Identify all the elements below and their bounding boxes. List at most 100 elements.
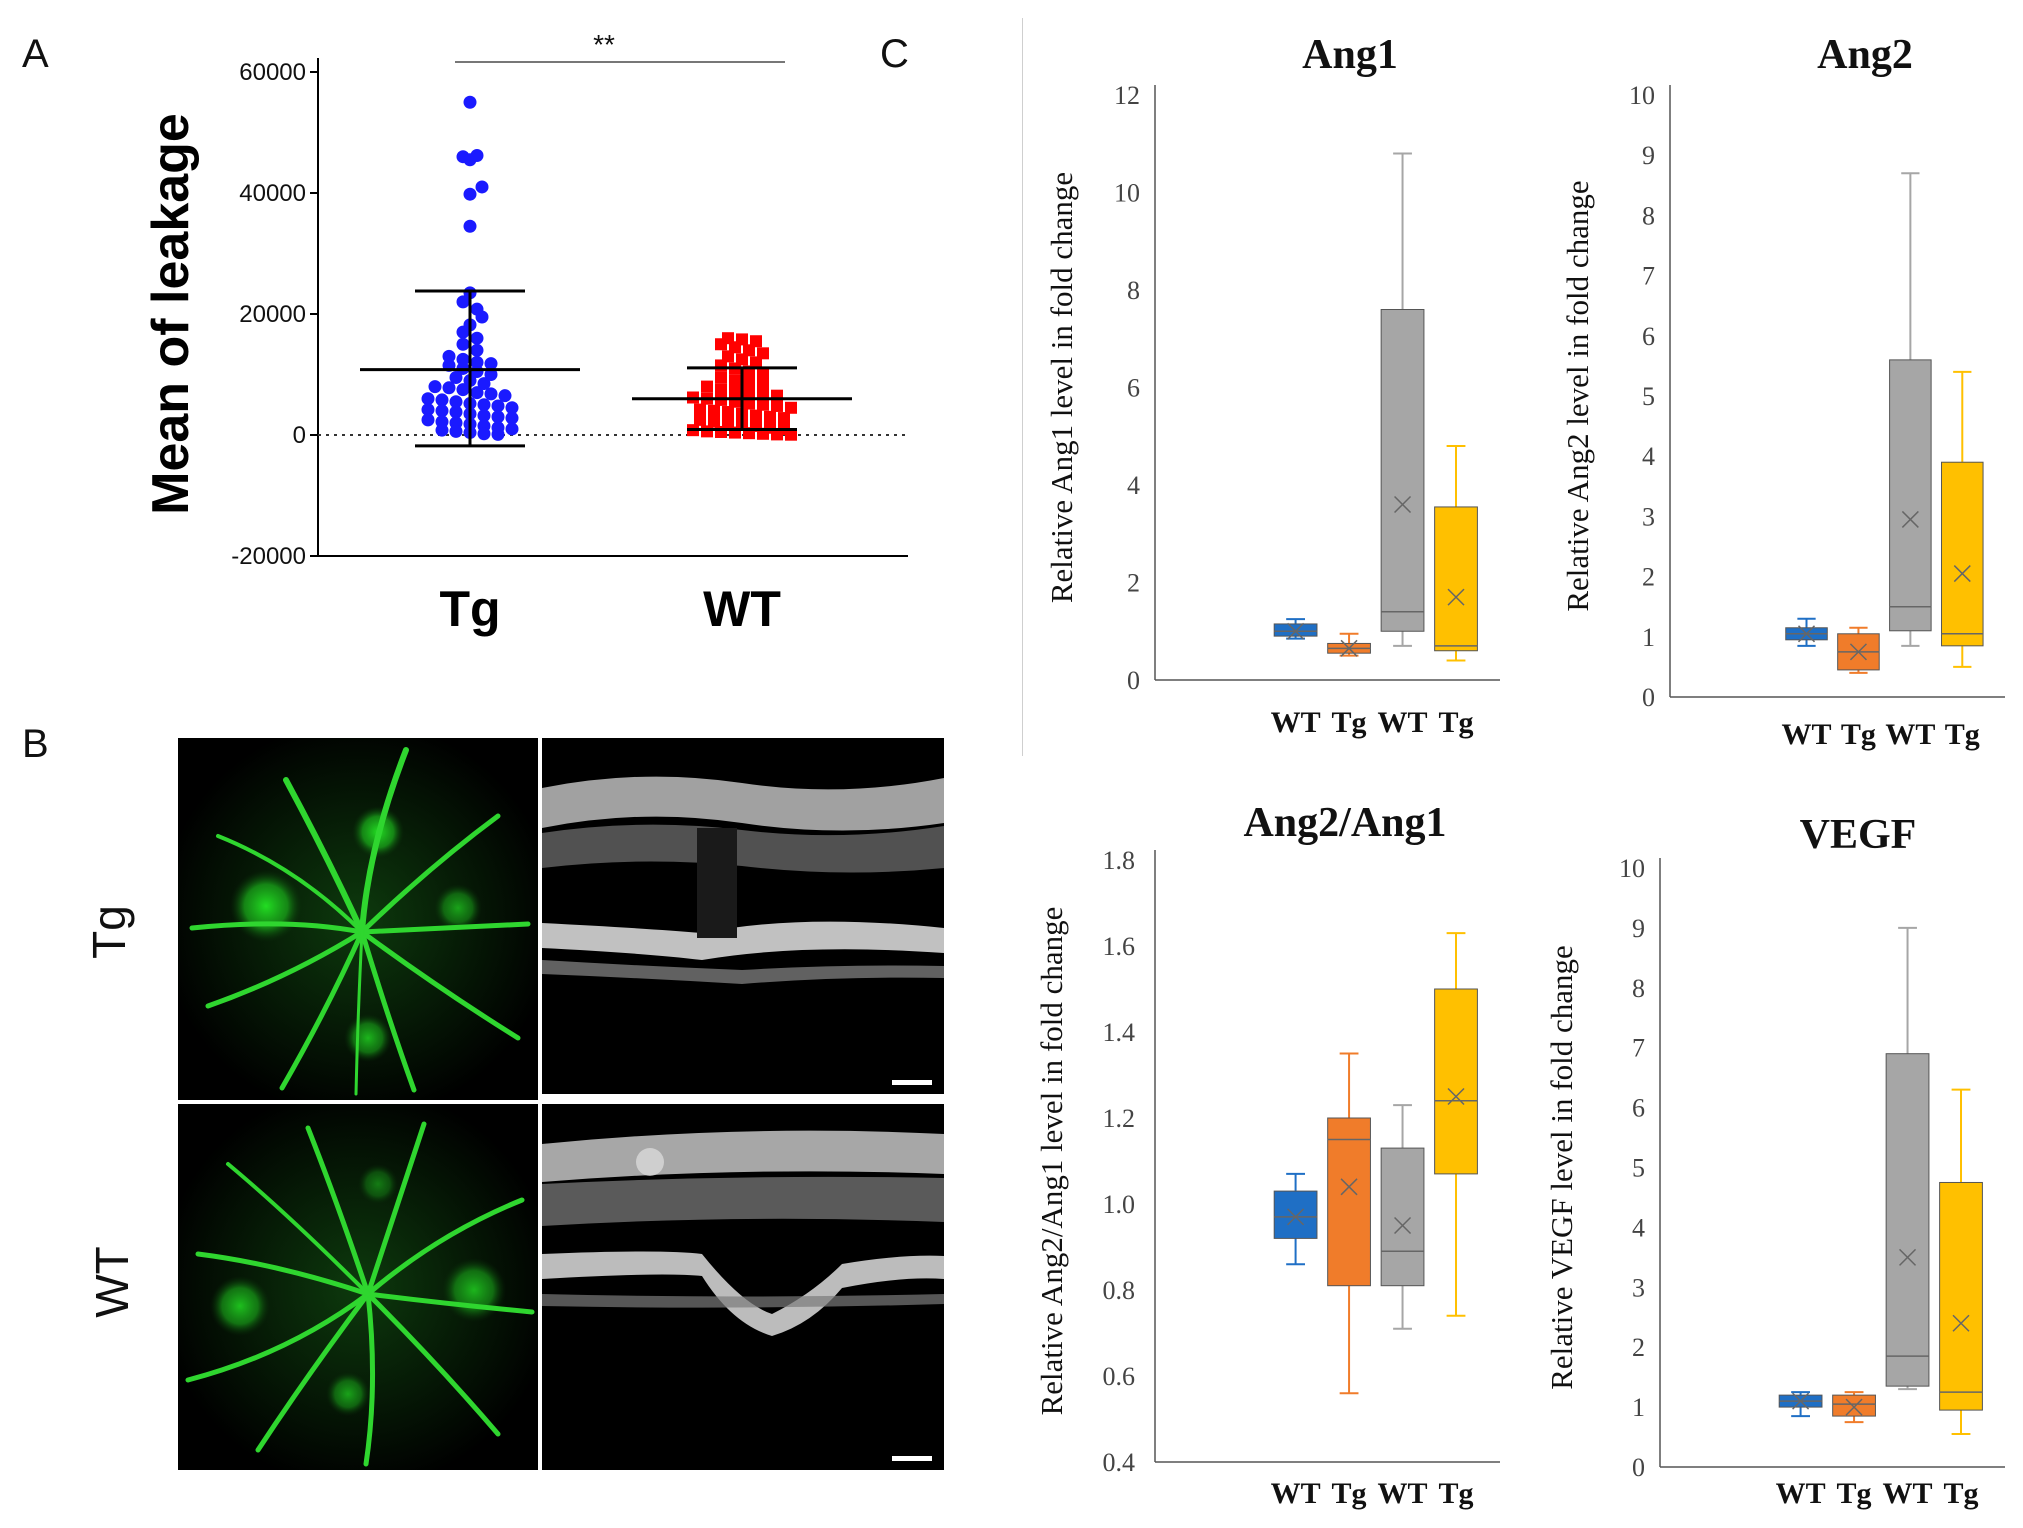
mean-marker [1447,588,1465,606]
data-point-tg [470,386,484,400]
data-point-tg [435,404,449,418]
angiogram-wt-image [178,1104,538,1470]
mean-marker [1792,1392,1810,1410]
y-tick-label: 6 [1127,374,1140,403]
y-tick-label: 40000 [239,180,306,207]
angiogram-tg [178,738,538,1100]
data-point-wt [743,375,755,388]
data-point-wt [708,404,720,417]
data-point-wt [715,359,727,372]
data-point-tg [505,422,519,436]
data-point-tg [428,380,442,394]
data-point-wt [757,398,769,411]
data-point-tg [449,424,463,438]
data-point-wt [694,413,706,426]
data-point-tg [456,295,470,309]
y-tick-label: 3 [1632,1273,1645,1302]
mean-marker [1849,643,1867,661]
y-tick-label: 7 [1642,262,1655,291]
panel-divider [1022,18,1023,756]
box-chart-ang2: Ang2 Relative Ang2 level in fold change 0 1… [1560,32,2005,751]
data-point-tg [463,219,477,233]
y-tick-label: 1.4 [1103,1018,1136,1047]
x-tick-label: Tg [439,581,500,637]
box [1941,461,1984,647]
mean-marker [1901,510,1919,528]
mean-marker [1394,495,1412,514]
data-point-wt [785,428,797,441]
oct-scan-tg [542,738,944,1094]
y-tick-label: 60000 [239,59,306,86]
y-tick-label: 8 [1632,974,1645,1003]
y-tick-label: 10 [1114,179,1140,208]
data-point-tg [463,95,477,109]
x-tick-label: WT [703,581,781,637]
data-point-tg [505,401,519,415]
data-point-tg [463,187,477,201]
data-point-tg [470,331,484,345]
data-point-wt [771,399,783,412]
data-point-tg [484,357,498,371]
y-tick-label: 9 [1642,141,1655,170]
data-point-tg [498,389,512,403]
y-tick-label: 0 [293,422,306,449]
y-tick-label: 0 [1632,1453,1645,1482]
mean-marker [1340,1178,1358,1196]
box [1327,1117,1371,1287]
x-tick-label: Tg [1332,706,1367,739]
x-tick-label: WT [1776,1477,1826,1510]
y-tick-label: 1 [1642,623,1655,652]
data-point-tg [491,410,505,424]
data-point-wt [757,387,769,400]
y-tick-label: 3 [1642,502,1655,531]
data-point-tg [505,411,519,425]
data-point-tg [470,355,484,369]
y-axis-label: Relative Ang2 level in fold change [1560,180,1595,611]
data-point-wt [715,338,727,351]
mean-marker [1845,1398,1863,1416]
x-tick-label: WT [1271,706,1321,739]
x-tick-label: Tg [1837,1477,1872,1510]
data-point-wt [764,410,776,423]
y-tick-label: 7 [1632,1034,1645,1063]
data-point-wt [722,416,734,429]
x-tick-label: WT [1782,718,1832,751]
mean-marker [1394,1216,1412,1235]
data-point-wt [785,401,797,414]
oct-scan-wt-image [542,1104,944,1470]
data-point-wt [708,415,720,428]
y-tick-label: 5 [1642,382,1655,411]
data-point-wt [694,403,706,416]
box-chart-ang1: Ang1 Relative Ang1 level in fold change 0 2… [1044,32,1500,739]
data-point-tg [435,393,449,407]
data-point-tg [449,395,463,409]
x-tick-label: WT [1883,1477,1933,1510]
data-point-tg [475,180,489,194]
y-tick-label: 0 [1127,666,1140,695]
data-point-tg [421,413,435,427]
data-point-wt [743,397,755,410]
box [1434,988,1478,1175]
data-point-wt [715,425,727,438]
data-point-tg [449,371,463,385]
y-axis-label: Relative VEGF level in fold change [1544,945,1579,1390]
x-tick-label: WT [1885,718,1935,751]
y-tick-label: 10 [1629,81,1655,110]
data-point-tg [491,427,505,441]
data-point-tg [449,405,463,419]
data-point-tg [484,387,498,401]
y-tick-label: 4 [1127,471,1140,500]
data-point-tg [477,377,491,391]
mean-marker [1287,1208,1305,1226]
y-tick-label: 10 [1619,854,1645,883]
data-point-wt [701,425,713,438]
y-tick-label: 9 [1632,914,1645,943]
box-chart-ang2-ang1: Ang2/Ang1 Relative Ang2/Ang1 level in fol… [1034,800,1500,1510]
mean-marker [1287,622,1305,640]
box [1380,1147,1425,1287]
data-point-wt [715,371,727,384]
data-point-wt [729,385,741,398]
box [1434,506,1478,652]
angiogram-tg-image [178,738,538,1100]
